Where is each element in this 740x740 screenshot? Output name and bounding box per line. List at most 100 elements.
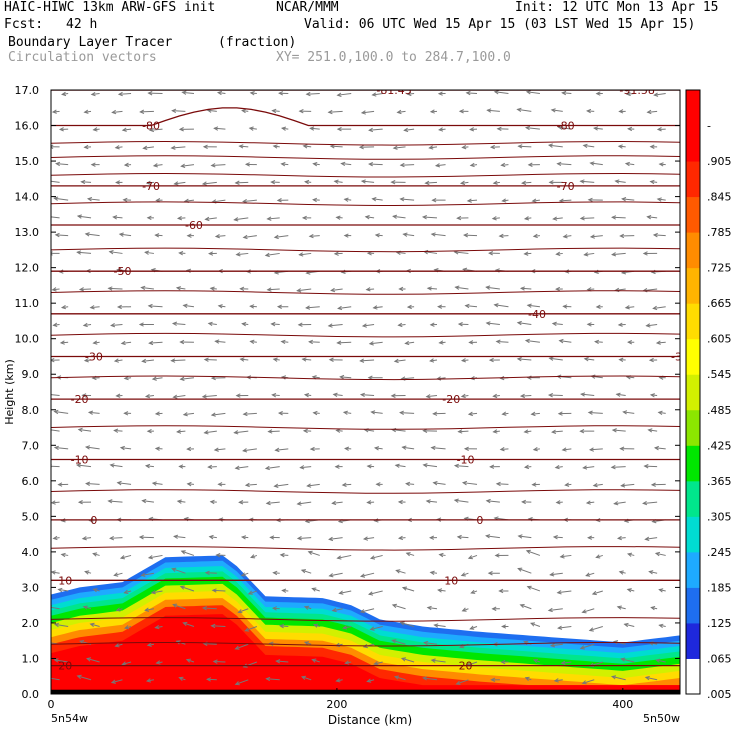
wind-vector <box>466 92 478 95</box>
wind-vector-head <box>113 572 119 577</box>
wind-vector <box>272 110 280 112</box>
wind-vector-head <box>151 481 157 486</box>
wind-vector <box>207 109 217 112</box>
wind-vector-head <box>583 357 589 362</box>
wind-vector-head <box>146 428 152 434</box>
isotherm-label: -80 <box>142 120 160 133</box>
wind-vector-head <box>455 680 461 685</box>
wind-vector-head <box>234 645 240 650</box>
colorbar-label: .365 <box>707 475 732 488</box>
wind-vector-head <box>557 625 563 630</box>
wind-vector-head <box>579 179 585 184</box>
colorbar-swatch <box>686 445 700 482</box>
wind-vector <box>647 110 658 113</box>
wind-vector-head <box>649 179 655 185</box>
wind-vector-head <box>359 573 366 578</box>
y-tick-label: 13.0 <box>15 226 40 239</box>
wind-vector-head <box>619 446 625 451</box>
wind-vector <box>457 536 469 539</box>
wind-vector-head <box>358 144 364 150</box>
wind-vector-head <box>642 251 648 256</box>
wind-vector-head <box>265 500 271 506</box>
wind-vector <box>77 464 92 468</box>
colorbar: .005 .065 .125 .185 .245 .305 .365 .425 .485 .545… <box>685 89 732 701</box>
wind-vector <box>238 608 249 613</box>
wind-vector-head <box>469 127 475 132</box>
wind-vector-head <box>401 586 408 591</box>
wind-vector-head <box>425 499 431 504</box>
wind-vector <box>373 306 383 309</box>
wind-vector-head <box>61 91 67 97</box>
wind-vector <box>54 447 69 450</box>
wind-vector-head <box>114 643 120 648</box>
wind-vector-head <box>116 480 122 486</box>
wind-vector <box>580 180 595 183</box>
wind-vector <box>370 626 383 630</box>
wind-vector-head <box>499 446 505 452</box>
wind-vector <box>113 216 123 219</box>
wind-vector <box>593 483 603 487</box>
wind-vector-head <box>233 430 239 435</box>
wind-vector <box>394 359 406 362</box>
wind-vector-head <box>121 661 127 666</box>
wind-vector <box>78 428 92 432</box>
wind-vector-head <box>460 358 466 363</box>
wind-vector-head <box>373 446 380 451</box>
wind-vector <box>307 483 320 487</box>
wind-vector-head <box>589 234 595 239</box>
wind-vector <box>140 110 154 113</box>
isotherm-line <box>51 546 680 551</box>
wind-vector-head <box>51 287 57 292</box>
wind-vector-head <box>485 534 491 539</box>
wind-vector <box>181 550 195 556</box>
wind-vector <box>360 359 375 362</box>
wind-vector <box>625 163 635 166</box>
wind-vector <box>208 466 217 468</box>
wind-vector-head <box>148 340 154 346</box>
wind-vector <box>549 357 563 361</box>
wind-vector <box>51 429 60 432</box>
wind-vector <box>248 590 258 595</box>
wind-vector <box>89 411 100 414</box>
wind-vector-head <box>390 179 396 185</box>
wind-vector-head <box>530 411 536 417</box>
wind-vector <box>51 677 60 681</box>
wind-vector-head <box>585 500 591 505</box>
wind-vector-head <box>461 144 467 150</box>
wind-vector <box>586 572 595 577</box>
wind-vector <box>86 483 100 485</box>
wind-vector <box>426 395 438 398</box>
wind-vector <box>526 127 540 130</box>
wind-vector <box>205 217 217 220</box>
wind-vector-head <box>152 163 158 168</box>
wind-vector-head <box>214 339 220 344</box>
wind-vector-head <box>371 92 377 97</box>
wind-vector-head <box>311 587 317 592</box>
wind-vector-head <box>312 162 318 167</box>
wind-vector-head <box>595 554 601 559</box>
wind-vector-head <box>405 481 411 487</box>
wind-vector <box>172 110 186 112</box>
wind-vector-head <box>426 605 432 611</box>
isotherm-label: -30 <box>85 350 103 363</box>
wind-vector-head <box>580 392 586 397</box>
wind-vector-head <box>579 428 585 434</box>
wind-vector <box>616 393 626 397</box>
wind-vector-head <box>124 625 130 630</box>
wind-vector-head <box>453 463 459 469</box>
wind-vector <box>338 306 352 309</box>
wind-vector-head <box>343 197 349 202</box>
colorbar-swatch <box>686 303 700 340</box>
wind-vector-head <box>564 482 570 487</box>
wind-vector-head <box>305 91 311 97</box>
wind-vector-head <box>375 482 381 487</box>
wind-vector <box>405 341 415 344</box>
wind-vector-head <box>438 552 444 558</box>
wind-vector-head <box>332 392 338 398</box>
wind-vector-head <box>550 108 556 113</box>
wind-vector-head <box>366 251 372 256</box>
wind-vector <box>611 676 626 681</box>
wind-vector <box>426 500 438 503</box>
wind-vector-head <box>115 393 121 398</box>
wind-vector-head <box>154 624 160 630</box>
